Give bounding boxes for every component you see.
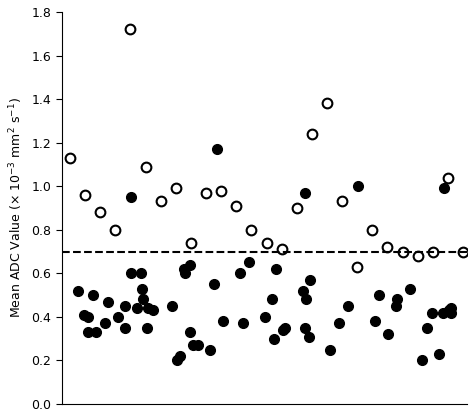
Point bbox=[128, 194, 135, 200]
Point bbox=[280, 327, 287, 334]
Point bbox=[327, 346, 334, 353]
Point bbox=[447, 309, 455, 316]
Point bbox=[181, 266, 188, 272]
Point bbox=[80, 311, 87, 318]
Point bbox=[407, 285, 414, 292]
Point bbox=[157, 198, 164, 205]
Point bbox=[202, 189, 210, 196]
Point bbox=[145, 305, 152, 312]
Point bbox=[239, 320, 247, 327]
Point bbox=[375, 292, 383, 298]
Point bbox=[84, 313, 91, 320]
Point bbox=[96, 209, 104, 216]
Point bbox=[92, 329, 100, 336]
Point bbox=[138, 285, 146, 292]
Point bbox=[436, 351, 443, 357]
Point bbox=[429, 248, 437, 255]
Point bbox=[137, 270, 145, 277]
Point bbox=[335, 320, 343, 327]
Point bbox=[206, 346, 214, 353]
Point bbox=[128, 270, 135, 277]
Point bbox=[308, 131, 316, 137]
Point bbox=[302, 296, 310, 303]
Point bbox=[268, 296, 276, 303]
Point bbox=[261, 313, 268, 320]
Point bbox=[424, 324, 431, 331]
Point bbox=[133, 305, 141, 312]
Point bbox=[122, 324, 129, 331]
Point bbox=[299, 287, 307, 294]
Y-axis label: Mean ADC Value ($\times$ 10$^{-3}$ mm$^{2}$ s$^{-1}$): Mean ADC Value ($\times$ 10$^{-3}$ mm$^{… bbox=[7, 98, 25, 318]
Point bbox=[143, 324, 151, 331]
Point bbox=[186, 261, 193, 268]
Point bbox=[446, 307, 453, 314]
Point bbox=[383, 244, 391, 251]
Point bbox=[89, 292, 97, 298]
Point bbox=[323, 100, 331, 107]
Point bbox=[345, 303, 352, 309]
Point bbox=[371, 318, 378, 325]
Point bbox=[444, 174, 452, 181]
Point bbox=[177, 353, 184, 360]
Point bbox=[84, 329, 92, 336]
Point bbox=[150, 307, 157, 314]
Point bbox=[392, 303, 400, 309]
Point bbox=[114, 313, 122, 320]
Point bbox=[301, 324, 309, 331]
Point bbox=[368, 226, 376, 233]
Point bbox=[428, 309, 436, 316]
Point bbox=[273, 266, 280, 272]
Point bbox=[232, 202, 240, 209]
Point bbox=[263, 240, 270, 246]
Point bbox=[213, 146, 221, 153]
Point bbox=[247, 226, 255, 233]
Point bbox=[66, 155, 74, 161]
Point bbox=[447, 305, 455, 312]
Point bbox=[246, 259, 253, 266]
Point bbox=[121, 303, 128, 309]
Point bbox=[278, 246, 285, 253]
Point bbox=[142, 163, 149, 170]
Point bbox=[82, 191, 89, 198]
Point bbox=[271, 335, 278, 342]
Point bbox=[127, 26, 134, 33]
Point bbox=[418, 357, 426, 364]
Point bbox=[414, 253, 421, 259]
Point bbox=[236, 270, 244, 277]
Point bbox=[194, 342, 201, 349]
Point bbox=[307, 277, 314, 283]
Point bbox=[459, 248, 467, 255]
Point bbox=[399, 248, 406, 255]
Point bbox=[74, 287, 82, 294]
Point bbox=[186, 329, 193, 336]
Point bbox=[393, 296, 401, 303]
Point bbox=[173, 357, 181, 364]
Point bbox=[354, 264, 361, 270]
Point bbox=[189, 342, 196, 349]
Point bbox=[139, 296, 146, 303]
Point bbox=[293, 204, 301, 211]
Point bbox=[384, 331, 392, 338]
Point bbox=[354, 183, 362, 189]
Point bbox=[305, 333, 312, 340]
Point bbox=[301, 189, 309, 196]
Point bbox=[281, 324, 289, 331]
Point bbox=[101, 320, 109, 327]
Point bbox=[168, 303, 175, 309]
Point bbox=[440, 185, 447, 192]
Point bbox=[172, 185, 180, 192]
Point bbox=[439, 309, 447, 316]
Point bbox=[219, 318, 227, 325]
Point bbox=[111, 226, 119, 233]
Point bbox=[105, 298, 112, 305]
Point bbox=[338, 198, 346, 205]
Point bbox=[218, 187, 225, 194]
Point bbox=[181, 270, 189, 277]
Point bbox=[187, 240, 195, 246]
Point bbox=[210, 281, 218, 287]
